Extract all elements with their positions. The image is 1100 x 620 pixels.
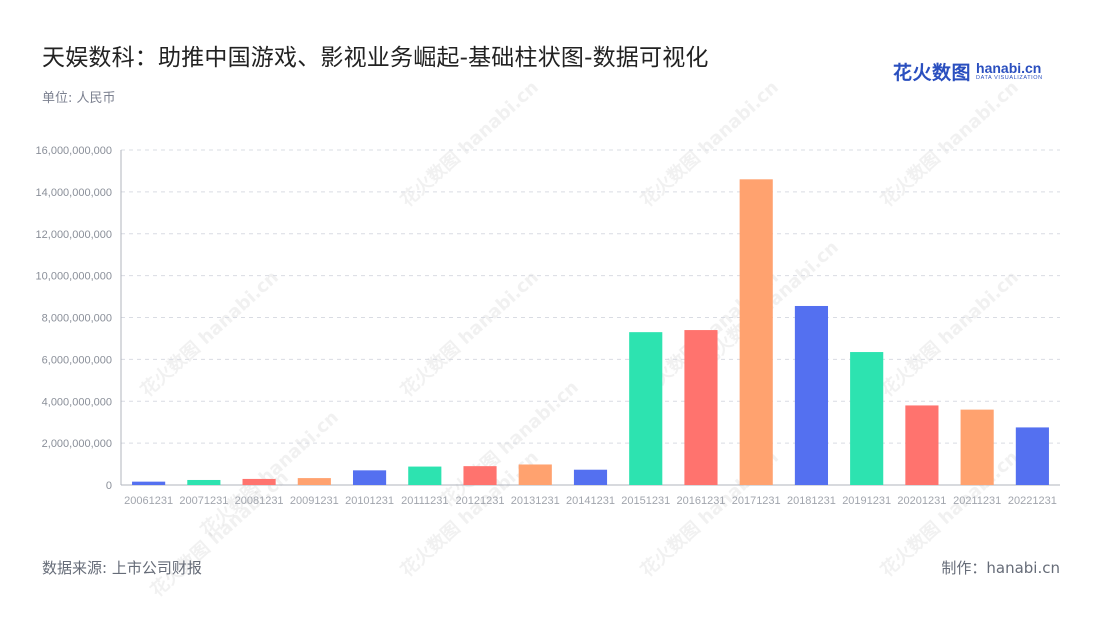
logo-text-en-sub: DATA VISUALIZATION bbox=[976, 74, 1043, 81]
x-tick-label: 20121231 bbox=[456, 495, 505, 507]
x-tick-label: 20211231 bbox=[953, 495, 1001, 507]
chart-title: 天娱数科：助推中国游戏、影视业务崛起-基础柱状图-数据可视化 bbox=[42, 45, 709, 71]
x-tick-label: 20071231 bbox=[179, 495, 228, 507]
bar bbox=[960, 409, 994, 485]
x-tick-label: 20171231 bbox=[732, 495, 781, 507]
x-tick-label: 20111231 bbox=[401, 495, 448, 507]
x-tick-label: 20151231 bbox=[621, 495, 670, 507]
bar bbox=[739, 179, 773, 485]
y-tick-label: 16,000,000,000 bbox=[36, 145, 112, 157]
bar bbox=[408, 466, 442, 485]
bar bbox=[629, 332, 663, 485]
data-source: 数据来源: 上市公司财报 bbox=[42, 559, 202, 577]
credit: 制作：hanabi.cn bbox=[941, 559, 1060, 577]
y-tick-label: 14,000,000,000 bbox=[36, 187, 112, 199]
x-tick-label: 20201231 bbox=[897, 495, 946, 507]
logo-text-en: hanabi.cn bbox=[976, 59, 1042, 76]
x-tick-label: 20191231 bbox=[842, 495, 891, 507]
bar bbox=[463, 466, 497, 485]
bar bbox=[573, 469, 608, 485]
bar bbox=[352, 470, 387, 485]
x-tick-label: 20161231 bbox=[676, 495, 725, 507]
x-tick-label: 20091231 bbox=[290, 495, 339, 507]
y-tick-label: 2,000,000,000 bbox=[42, 438, 112, 450]
brand-logo[interactable]: 花火数图 hanabi.cn DATA VISUALIZATION bbox=[893, 58, 1043, 84]
logo-text-en-block: hanabi.cn DATA VISUALIZATION bbox=[976, 61, 1043, 82]
logo-text-cn: 花火数图 bbox=[893, 61, 972, 84]
bar bbox=[132, 481, 166, 485]
x-tick-label: 20181231 bbox=[787, 495, 836, 507]
bar bbox=[1015, 427, 1049, 485]
x-tick-label: 20141231 bbox=[566, 495, 615, 507]
y-tick-label: 4,000,000,000 bbox=[42, 396, 112, 408]
bar bbox=[518, 464, 552, 485]
y-tick-label: 6,000,000,000 bbox=[42, 354, 112, 366]
x-tick-label: 20131231 bbox=[511, 495, 560, 507]
y-tick-label: 10,000,000,000 bbox=[36, 271, 112, 283]
bar bbox=[242, 478, 276, 485]
y-tick-label: 0 bbox=[106, 480, 112, 492]
bar bbox=[297, 478, 331, 485]
bar bbox=[187, 479, 221, 485]
bar bbox=[905, 405, 939, 485]
x-tick-label: 20101231 bbox=[345, 495, 394, 507]
bar bbox=[794, 305, 829, 485]
y-tick-label: 12,000,000,000 bbox=[36, 229, 112, 241]
bar bbox=[850, 352, 884, 485]
bar bbox=[684, 330, 718, 485]
unit-label: 单位: 人民币 bbox=[42, 91, 116, 106]
x-tick-label: 20061231 bbox=[124, 495, 173, 507]
x-tick-label: 20221231 bbox=[1008, 495, 1057, 507]
x-tick-label: 20081231 bbox=[235, 495, 284, 507]
y-tick-label: 8,000,000,000 bbox=[42, 313, 112, 325]
